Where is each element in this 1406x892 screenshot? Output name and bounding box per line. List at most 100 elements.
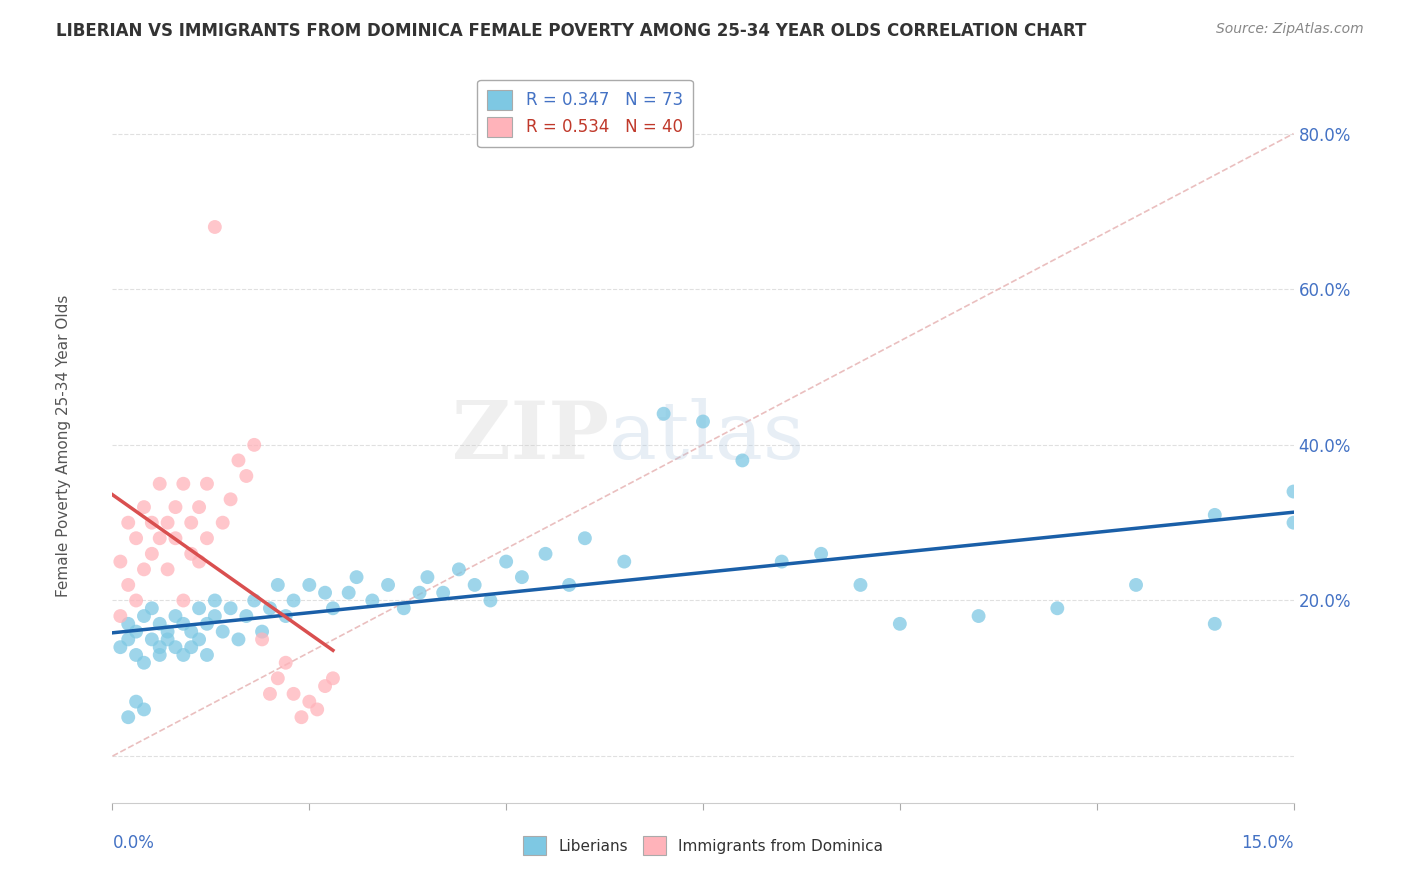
Point (204, 609, 226, 624)
Point (219, 601, 242, 615)
Point (180, 547, 202, 561)
Point (132, 500, 155, 515)
Point (259, 601, 281, 615)
Point (110, 609, 132, 624)
Point (172, 616, 194, 631)
Point (211, 516, 233, 530)
Point (479, 593, 502, 607)
Point (298, 578, 321, 592)
Point (180, 624, 202, 639)
Point (307, 702, 329, 716)
Point (243, 593, 266, 607)
Point (117, 516, 139, 530)
Point (172, 476, 194, 491)
Point (770, 555, 793, 569)
Point (250, 624, 273, 639)
Text: atlas: atlas (609, 398, 804, 476)
Point (204, 593, 226, 607)
Point (283, 593, 305, 607)
Point (228, 453, 250, 467)
Point (180, 640, 202, 655)
Point (188, 500, 211, 515)
Point (1125, 578, 1147, 592)
Point (432, 585, 454, 599)
Point (322, 601, 344, 615)
Text: ZIP: ZIP (451, 398, 609, 476)
Point (1046, 601, 1069, 615)
Point (235, 609, 257, 624)
Point (267, 578, 290, 592)
Point (361, 593, 384, 607)
Point (188, 632, 211, 647)
Point (149, 648, 172, 662)
Point (243, 438, 266, 452)
Point (967, 609, 990, 624)
Point (156, 562, 179, 576)
Point (125, 531, 148, 545)
Point (392, 601, 415, 615)
Point (250, 632, 273, 647)
Point (165, 609, 187, 624)
Text: 0.0%: 0.0% (112, 834, 155, 852)
Point (110, 555, 132, 569)
Point (346, 570, 368, 584)
Point (195, 476, 218, 491)
Point (132, 702, 155, 716)
Point (172, 648, 194, 662)
Point (219, 492, 242, 507)
Point (495, 555, 517, 569)
Point (464, 578, 486, 592)
Point (228, 632, 250, 647)
Point (574, 531, 596, 545)
Point (156, 516, 179, 530)
Point (259, 687, 281, 701)
Point (534, 547, 557, 561)
Point (125, 624, 148, 639)
Point (125, 593, 148, 607)
Point (613, 555, 636, 569)
Point (274, 656, 297, 670)
Point (110, 640, 132, 655)
Point (408, 585, 430, 599)
Point (141, 632, 163, 647)
Point (337, 585, 360, 599)
Point (211, 624, 233, 639)
Point (149, 640, 172, 655)
Point (172, 593, 194, 607)
Point (117, 632, 139, 647)
Point (149, 476, 172, 491)
Point (558, 578, 581, 592)
Point (652, 407, 675, 421)
Point (132, 609, 155, 624)
Point (290, 710, 312, 724)
Point (141, 601, 163, 615)
Point (235, 469, 257, 483)
Point (195, 616, 218, 631)
Point (149, 531, 172, 545)
Point (132, 656, 155, 670)
Point (149, 616, 172, 631)
Point (132, 562, 155, 576)
Point (267, 671, 290, 685)
Point (188, 601, 211, 615)
Point (117, 710, 139, 724)
Point (125, 695, 148, 709)
Text: LIBERIAN VS IMMIGRANTS FROM DOMINICA FEMALE POVERTY AMONG 25-34 YEAR OLDS CORREL: LIBERIAN VS IMMIGRANTS FROM DOMINICA FEM… (56, 22, 1087, 40)
Point (141, 516, 163, 530)
Point (165, 500, 187, 515)
Point (180, 516, 202, 530)
Point (274, 609, 297, 624)
Point (204, 219, 226, 234)
Text: Female Poverty Among 25-34 Year Olds: Female Poverty Among 25-34 Year Olds (56, 295, 70, 597)
Point (195, 531, 218, 545)
Point (810, 547, 832, 561)
Point (1204, 508, 1226, 522)
Point (156, 624, 179, 639)
Point (1282, 484, 1305, 499)
Point (283, 687, 305, 701)
Point (188, 555, 211, 569)
Point (731, 453, 754, 467)
Point (416, 570, 439, 584)
Point (314, 585, 336, 599)
Point (117, 578, 139, 592)
